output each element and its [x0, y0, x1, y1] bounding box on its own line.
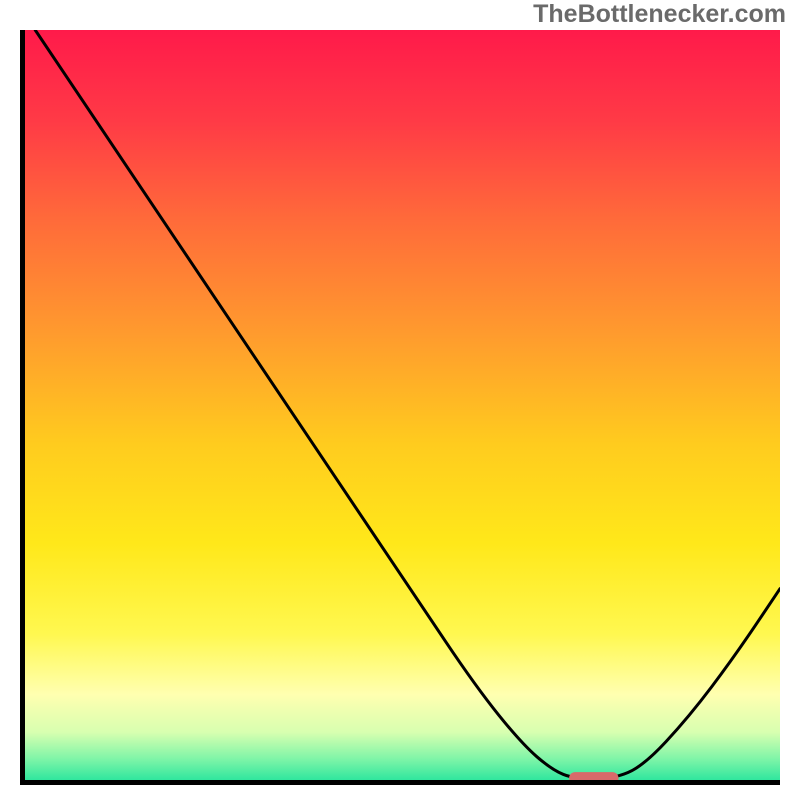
axis-left — [20, 30, 25, 785]
chart-background — [20, 30, 780, 785]
axis-bottom — [20, 780, 780, 785]
watermark-text: TheBottlenecker.com — [533, 0, 786, 29]
bottleneck-chart — [20, 30, 780, 785]
